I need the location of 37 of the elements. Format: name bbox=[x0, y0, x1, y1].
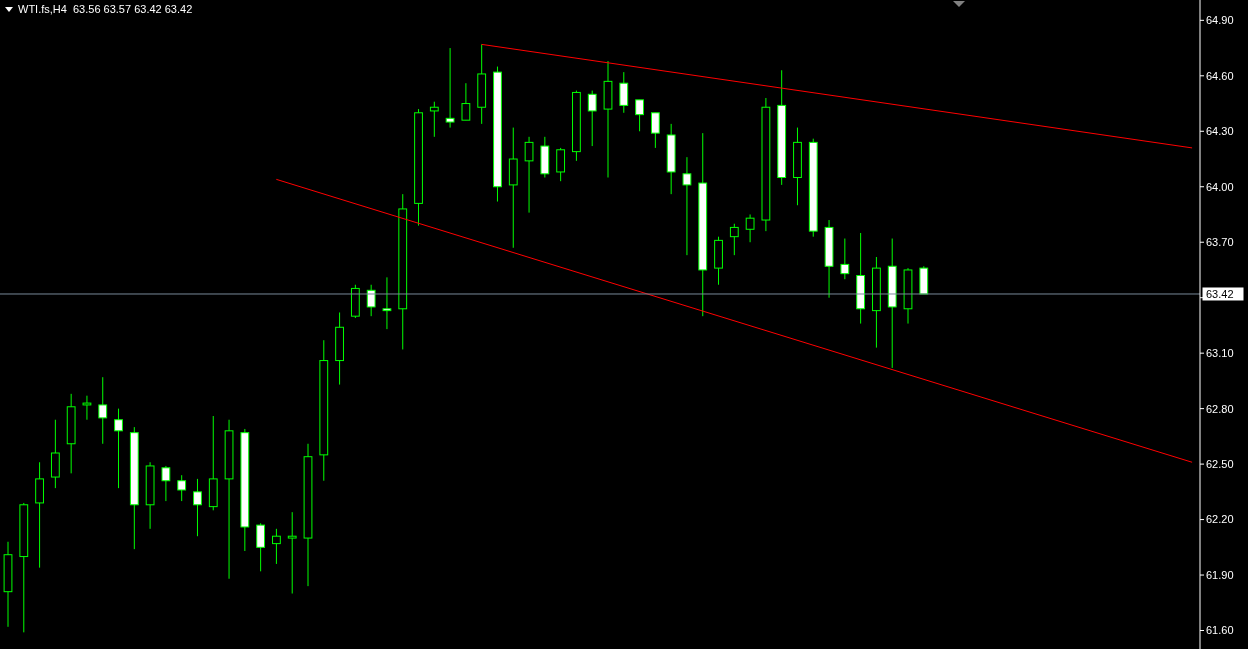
candlestick bbox=[745, 213, 755, 243]
y-tick-label: 62.20 bbox=[1206, 513, 1234, 526]
y-tick-label: 61.60 bbox=[1206, 624, 1234, 637]
candlestick bbox=[619, 71, 629, 114]
candlestick bbox=[256, 522, 266, 572]
candlestick bbox=[556, 147, 566, 182]
y-tick-label: 63.70 bbox=[1206, 236, 1234, 249]
candlestick bbox=[114, 408, 123, 489]
y-tick-label: 62.50 bbox=[1206, 458, 1234, 470]
candlestick bbox=[445, 47, 455, 129]
y-tick-label: 64.90 bbox=[1206, 14, 1234, 27]
candlestick bbox=[98, 376, 108, 445]
y-tick-label: 64.00 bbox=[1206, 180, 1234, 193]
candlestick bbox=[729, 223, 739, 256]
candlestick bbox=[287, 511, 297, 595]
candlestick bbox=[650, 112, 660, 149]
candlestick bbox=[840, 238, 850, 280]
candlestick bbox=[524, 136, 534, 214]
ref-line-label: 63.42 bbox=[1206, 287, 1234, 300]
candlestick bbox=[429, 101, 439, 138]
y-tick-label: 63.10 bbox=[1206, 347, 1234, 360]
candlestick bbox=[366, 284, 376, 317]
y-tick-label: 64.60 bbox=[1206, 69, 1234, 82]
y-tick-label: 64.30 bbox=[1206, 125, 1234, 138]
candlestick bbox=[635, 99, 644, 132]
chart-title: WTI.fs,H4 63.56 63.57 63.42 63.42 bbox=[18, 3, 193, 15]
candlestick bbox=[587, 90, 597, 147]
candlestick bbox=[177, 474, 187, 502]
candlestick bbox=[382, 276, 392, 330]
candlestick bbox=[82, 395, 92, 421]
y-tick-label: 62.80 bbox=[1206, 402, 1234, 415]
candlestick bbox=[161, 465, 171, 502]
candlestick bbox=[193, 478, 202, 537]
candlestick bbox=[461, 82, 471, 121]
candlestick bbox=[272, 528, 281, 565]
candlestick bbox=[682, 156, 692, 256]
y-tick-label: 61.90 bbox=[1206, 568, 1234, 581]
